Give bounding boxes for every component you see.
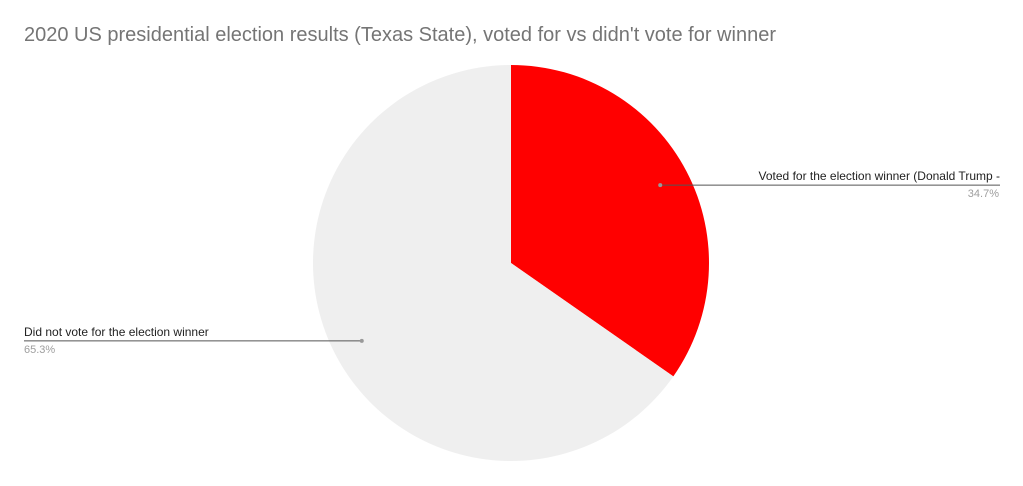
slice-name-did-not-vote: Did not vote for the election winner — [24, 325, 209, 339]
pie-slice-did-not-vote — [312, 65, 674, 462]
slice-name-voted-for-winner: Voted for the election winner (Donald Tr… — [759, 169, 1000, 183]
leader-dot-voted-for-winner — [658, 183, 663, 188]
slice-label-did-not-vote: Did not vote for the election winner 65.… — [24, 325, 364, 356]
slice-labels: Voted for the election winner (Donald Tr… — [24, 169, 1000, 356]
slice-label-voted-for-winner: Voted for the election winner (Donald Tr… — [658, 169, 1000, 200]
slice-value-voted-for-winner: 34.7% — [968, 188, 999, 200]
chart-title: 2020 US presidential election results (T… — [24, 24, 776, 46]
slice-value-did-not-vote: 65.3% — [24, 344, 55, 356]
pie-slice-voted-for-winner — [511, 65, 709, 377]
pie-slices — [312, 65, 709, 462]
leader-dot-did-not-vote — [359, 338, 364, 343]
